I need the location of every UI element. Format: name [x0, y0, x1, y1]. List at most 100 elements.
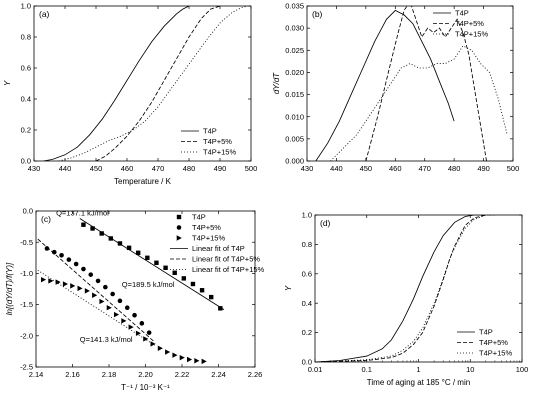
- y-tick-label: -2.0: [20, 331, 33, 340]
- data-point-triangle: [92, 292, 98, 298]
- x-tick-label: 1: [416, 365, 420, 374]
- x-tick-label: 2.20: [138, 370, 153, 379]
- data-point-circle: [139, 321, 145, 326]
- y-tick-label: 0.0: [21, 157, 31, 166]
- y-tick-label: 0.015: [285, 90, 304, 99]
- x-tick-label: 2.24: [211, 370, 226, 379]
- data-point-square: [90, 226, 95, 231]
- x-tick-label: 2.18: [102, 370, 117, 379]
- data-point-triangle: [84, 288, 90, 294]
- legend-entry: T4P: [203, 127, 217, 136]
- data-point-circle: [117, 298, 123, 304]
- series-group: [315, 215, 495, 362]
- data-point-triangle: [179, 354, 185, 361]
- legend-entry: T4P+15%: [203, 148, 236, 157]
- y-axis-label: dY/dT: [272, 72, 281, 94]
- data-point-triangle: [55, 279, 61, 285]
- y-tick-label: 0.6: [21, 64, 31, 73]
- x-tick-label: 430: [28, 164, 41, 173]
- legend-entry: T4P+5%: [203, 137, 232, 146]
- panel-b: 430 440 450 460 470 480 490 500 0.000 0.005 0.010 0…: [272, 2, 519, 173]
- series-line: [330, 45, 508, 161]
- y-tick-label: 1.0: [21, 2, 31, 11]
- legend-entry: T4P+5%: [455, 19, 484, 28]
- series-line: [43, 6, 190, 161]
- x-axis-label: Temperature / K: [114, 177, 172, 186]
- y-tick-label: 0.035: [285, 2, 304, 11]
- x-tick-label: 430: [301, 164, 314, 173]
- legend-entry: Linear fit of T4P+15%: [192, 265, 265, 274]
- y-tick-label: 0.2: [21, 126, 31, 135]
- data-point-circle: [73, 261, 79, 267]
- series-line: [365, 6, 487, 161]
- x-tick-label: 470: [418, 164, 431, 173]
- legend-entry: Linear fit of T4P: [192, 244, 245, 253]
- y-tick-label: 0.6: [302, 269, 312, 278]
- panel-label: (a): [39, 9, 50, 19]
- data-point-square: [136, 250, 141, 256]
- plot-frame: [33, 5, 252, 162]
- data-point-circle: [132, 312, 137, 318]
- legend-entry: T4P+15%: [455, 30, 488, 39]
- data-point-circle: [95, 278, 101, 284]
- series-line: [79, 218, 225, 310]
- series-group: [37, 218, 225, 365]
- data-point-circle: [124, 305, 130, 311]
- annotation: Q=141.3 kJ/mol: [80, 335, 133, 344]
- x-tick-label: 490: [477, 164, 490, 173]
- panel-label: (d): [320, 218, 331, 228]
- y-tick-label: 0.005: [285, 134, 304, 143]
- legend-entry: T4P+15%: [192, 234, 225, 243]
- data-point-triangle: [70, 283, 76, 289]
- x-tick-label: 0.1: [362, 365, 372, 374]
- data-point-triangle: [157, 345, 163, 351]
- panel-label: (c): [41, 214, 51, 224]
- x-tick-label: 100: [516, 365, 529, 374]
- data-point-triangle: [41, 276, 47, 283]
- series-line: [37, 269, 155, 346]
- legend-entry: T4P: [479, 328, 493, 337]
- x-tick-label: 440: [330, 164, 343, 173]
- x-tick-label: 10: [466, 365, 474, 374]
- data-point-square: [154, 260, 159, 265]
- data-point-square: [163, 265, 168, 270]
- data-point-triangle: [187, 356, 193, 363]
- x-tick-label: 2.16: [65, 370, 80, 379]
- data-point-triangle: [172, 352, 178, 358]
- legend-entry: T4P: [455, 9, 469, 18]
- data-point-triangle: [121, 318, 127, 324]
- data-point-square: [172, 270, 177, 275]
- data-point-triangle: [48, 278, 54, 284]
- y-tick-label: 0.030: [285, 24, 304, 33]
- data-point-circle: [103, 284, 108, 290]
- y-tick-label: 0.4: [21, 95, 31, 104]
- data-point-square: [81, 222, 86, 227]
- data-point-square: [181, 276, 187, 281]
- y-tick-label: 0.025: [285, 46, 304, 55]
- panel-c: 2.14 2.16 2.18 2.20 2.22 2.24 2.26 -2.5 -2.0 -1.5…: [5, 207, 265, 392]
- x-tick-label: 460: [389, 164, 402, 173]
- data-point-square: [199, 288, 205, 293]
- x-tick-label: 470: [152, 164, 165, 173]
- x-tick-label: 2.22: [175, 370, 190, 379]
- series-line: [37, 238, 155, 343]
- data-point-triangle: [99, 298, 105, 305]
- series-line: [315, 9, 455, 161]
- data-point-circle: [88, 272, 94, 277]
- x-axis-label: T⁻¹ / 10⁻³ K⁻¹: [121, 383, 170, 392]
- data-point-triangle: [143, 336, 149, 342]
- y-axis-label: Y: [284, 285, 293, 291]
- x-tick-label: 490: [214, 164, 227, 173]
- data-point-triangle: [165, 349, 171, 355]
- x-tick-label: 480: [183, 164, 196, 173]
- series-line: [58, 6, 249, 161]
- y-tick-label: -1.0: [20, 269, 33, 278]
- x-tick-label: 2.26: [248, 370, 263, 379]
- y-tick-label: 0.020: [285, 68, 304, 77]
- series-line: [315, 215, 495, 362]
- x-tick-label: 450: [90, 164, 103, 173]
- data-point-triangle: [150, 341, 156, 347]
- legend-entry: T4P: [192, 213, 206, 222]
- x-tick-label: 2.14: [29, 370, 44, 379]
